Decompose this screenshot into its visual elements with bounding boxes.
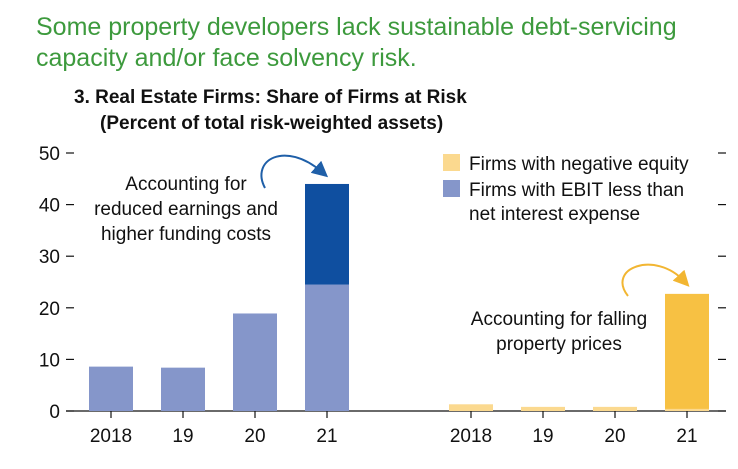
arrow-yellow-icon [621,263,690,297]
annotation-property-prices: Accounting for falling [471,309,647,330]
legend-label-ebit: Firms with EBIT less than [469,180,684,201]
headline: Some property developers lack sustainabl… [36,13,677,72]
annotation-funding-costs: reduced earnings and [94,199,278,220]
y-tick-label: 20 [39,299,60,320]
legend-label-negative-equity: Firms with negative equity [469,154,689,175]
bar-ebit-21 [305,284,349,411]
legend-swatch-ebit [443,180,460,197]
bar-negative-equity-19 [521,406,565,411]
annotation-property-prices: property prices [496,334,622,355]
x-tick-label: 2018 [90,426,132,447]
arrow-blue-icon [260,154,329,189]
chart-title: 3. Real Estate Firms: Share of Firms at … [74,87,467,108]
bar-negative-equity-2018 [449,404,493,411]
annotation-funding-costs: Accounting for [125,174,247,195]
y-tick-label: 0 [49,402,60,423]
bar-negative-equity-20 [593,406,637,411]
bar-adjustment-ebit-21 [305,183,349,285]
legend-label-ebit: net interest expense [469,204,640,225]
bar-ebit-20 [233,313,277,411]
legend-swatch-negative-equity [443,154,460,171]
x-tick-label: 19 [532,426,553,447]
x-tick-label: 21 [676,426,697,447]
x-tick-label: 20 [604,426,625,447]
y-tick-label: 40 [39,196,60,217]
y-tick-label: 50 [39,144,60,165]
annotation-funding-costs: higher funding costs [101,224,271,245]
bar-negative-equity-21 [665,408,709,411]
x-tick-label: 19 [172,426,193,447]
y-tick-label: 10 [39,350,60,371]
x-tick-label: 21 [316,426,337,447]
x-tick-label: 2018 [450,426,492,447]
x-tick-label: 20 [244,426,265,447]
bar-adjustment-negative-equity-21 [665,293,709,409]
bar-ebit-2018 [89,366,133,411]
bar-ebit-19 [161,367,205,411]
chart-subtitle: (Percent of total risk-weighted assets) [100,113,444,134]
y-tick-label: 30 [39,247,60,268]
